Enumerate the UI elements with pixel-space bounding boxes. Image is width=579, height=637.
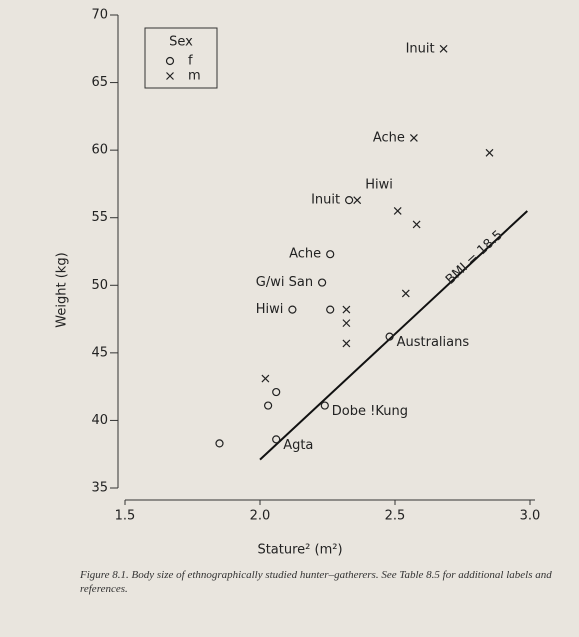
point	[342, 305, 351, 314]
y-axis-label: Weight (kg)	[55, 252, 70, 327]
point-label: Ache	[289, 247, 321, 262]
point	[288, 305, 297, 314]
y-tick-label: 45	[91, 345, 108, 360]
caption: Figure 8.1. Body size of ethnographicall…	[80, 569, 552, 595]
y-tick-label: 55	[91, 210, 108, 225]
point	[485, 148, 494, 157]
point	[264, 401, 273, 410]
point	[318, 278, 327, 287]
x-tick-label: 2.0	[250, 509, 271, 524]
chart: Stature² (m²) Weight (kg) Sex 35 40 45 50 55…	[55, 8, 541, 558]
point	[326, 250, 335, 259]
legend-label: f	[188, 54, 193, 69]
point	[272, 435, 281, 444]
point	[409, 134, 418, 142]
legend-marker	[166, 72, 174, 80]
y-tick-label: 65	[91, 75, 108, 90]
x-tick-label: 2.5	[385, 509, 406, 524]
y-tick-label: 50	[91, 278, 108, 293]
y-tick-label: 35	[91, 481, 108, 496]
point	[412, 220, 421, 229]
x-tick-label: 3.0	[520, 509, 541, 524]
point	[342, 339, 351, 348]
point-label: G/wi San	[256, 275, 313, 290]
point-label: Inuit	[311, 193, 340, 208]
y-tick-label: 70	[91, 8, 108, 23]
point-label: Inuit	[406, 41, 435, 56]
y-tick-label: 60	[91, 143, 108, 158]
bmi-line	[259, 210, 528, 461]
legend-title: Sex	[169, 35, 193, 50]
legend-marker	[165, 56, 175, 66]
point	[261, 374, 270, 383]
point-label: Agta	[283, 438, 313, 453]
point	[353, 196, 362, 205]
point	[320, 401, 329, 410]
y-tick-label: 40	[91, 413, 108, 428]
point	[342, 319, 351, 328]
point	[401, 289, 410, 298]
point-label: Hiwi	[256, 302, 284, 317]
x-tick-label: 1.5	[115, 509, 136, 524]
point	[272, 387, 281, 397]
bmi-label: BMI = 18.5	[443, 228, 506, 288]
point	[215, 439, 224, 448]
point-label: Australians	[397, 335, 470, 350]
point	[345, 196, 354, 205]
point	[393, 207, 402, 215]
point	[439, 44, 448, 53]
point	[385, 332, 394, 341]
page: Stature² (m²) Weight (kg) Sex 35 40 45 50 55…	[54, 7, 552, 595]
x-axis-label: Stature² (m²)	[257, 543, 342, 558]
point-label: Hiwi	[365, 178, 393, 193]
legend-box	[144, 27, 218, 89]
point-label: Dobe !Kung	[332, 404, 408, 419]
legend-label: m	[188, 69, 201, 84]
point-label: Ache	[373, 130, 405, 145]
point	[326, 305, 335, 314]
